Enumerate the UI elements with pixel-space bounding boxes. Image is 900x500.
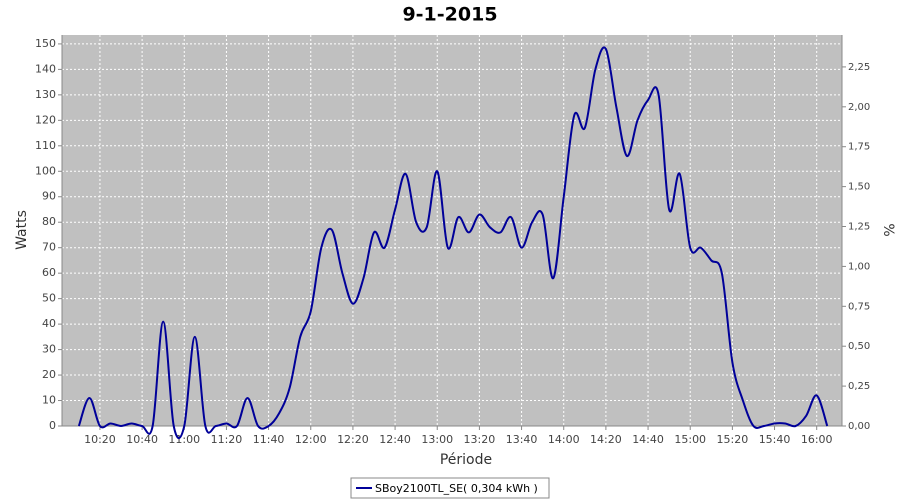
x-tick-label: 11:00 xyxy=(168,433,200,446)
x-tick-label: 13:00 xyxy=(421,433,453,446)
y-tick-label: 120 xyxy=(35,113,56,126)
x-tick-label: 16:00 xyxy=(801,433,833,446)
plot-area xyxy=(62,35,842,426)
y2-tick-label: 1,50 xyxy=(848,182,870,193)
x-tick-label: 12:40 xyxy=(379,433,411,446)
y-tick-label: 130 xyxy=(35,88,56,101)
y-tick-label: 90 xyxy=(42,190,56,203)
y2-tick-label: 0,50 xyxy=(848,341,870,352)
y-tick-label: 80 xyxy=(42,215,56,228)
y-tick-label: 40 xyxy=(42,317,56,330)
x-tick-label: 14:40 xyxy=(632,433,664,446)
y2-tick-label: 0,75 xyxy=(848,301,870,312)
x-axis-label: Période xyxy=(440,452,492,468)
y2-tick-label: 1,75 xyxy=(848,142,870,153)
x-tick-label: 10:20 xyxy=(84,433,116,446)
x-tick-label: 12:00 xyxy=(295,433,327,446)
chart-title: 9-1-2015 xyxy=(402,4,497,26)
data-line xyxy=(77,46,829,440)
y-tick-label: 50 xyxy=(42,292,56,305)
x-tick-label: 14:00 xyxy=(548,433,580,446)
y-tick-label: 0 xyxy=(49,419,56,432)
y2-tick-label: 2,00 xyxy=(848,102,870,113)
y2-axis-label: % xyxy=(880,223,896,236)
y-tick-label: 60 xyxy=(42,266,56,279)
x-tick-label: 15:20 xyxy=(717,433,749,446)
y2-tick-label: 0,25 xyxy=(848,381,870,392)
y2-tick-label: 2,25 xyxy=(848,62,870,73)
y-tick-label: 30 xyxy=(42,343,56,356)
y-tick-label: 20 xyxy=(42,368,56,381)
y-axis-label: Watts xyxy=(14,210,30,250)
y2-tick-label: 0,00 xyxy=(848,421,870,432)
y2-tick-label: 1,00 xyxy=(848,261,870,272)
y-tick-label: 140 xyxy=(35,62,56,75)
x-tick-label: 13:20 xyxy=(464,433,496,446)
y-tick-label: 150 xyxy=(35,37,56,50)
x-tick-label: 11:20 xyxy=(211,433,243,446)
x-tick-label: 11:40 xyxy=(253,433,285,446)
x-tick-label: 15:40 xyxy=(759,433,791,446)
y-tick-label: 100 xyxy=(35,164,56,177)
x-tick-label: 15:00 xyxy=(674,433,706,446)
y-tick-label: 110 xyxy=(35,139,56,152)
y-tick-label: 10 xyxy=(42,394,56,407)
legend-box xyxy=(350,477,550,499)
x-tick-label: 13:40 xyxy=(506,433,538,446)
y2-tick-label: 1,25 xyxy=(848,222,870,233)
x-tick-label: 10:40 xyxy=(126,433,158,446)
legend-label: SBoy2100TL_SE( 0,304 kWh ) xyxy=(375,482,538,495)
y-tick-label: 70 xyxy=(42,241,56,254)
x-tick-label: 12:20 xyxy=(337,433,369,446)
x-tick-label: 14:20 xyxy=(590,433,622,446)
